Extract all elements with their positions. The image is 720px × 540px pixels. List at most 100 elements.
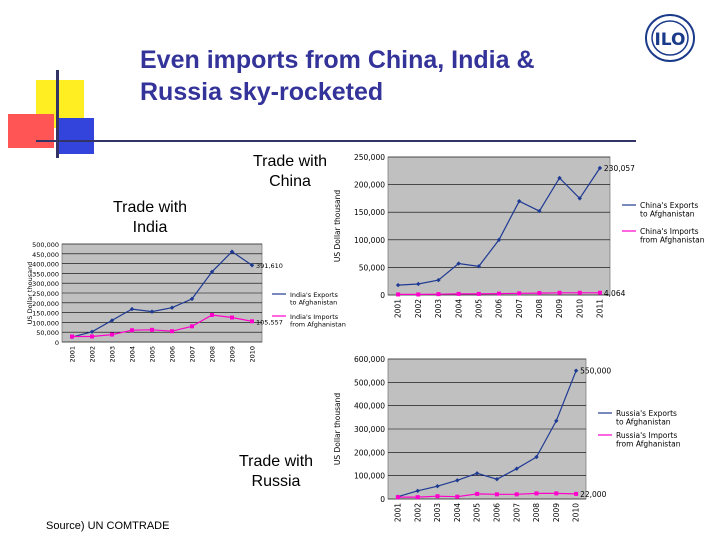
x-tick-label: 2005 [473, 503, 482, 522]
x-tick-label: 2009 [228, 346, 236, 363]
x-tick-label: 2003 [434, 299, 443, 318]
legend-entry: China's Exports to Afghanistan [640, 201, 698, 219]
x-tick-label: 2001 [394, 503, 403, 522]
x-tick-label: 2006 [493, 503, 502, 522]
data-point [169, 305, 175, 310]
data-point [496, 237, 502, 242]
y-tick-label: 50,000 [359, 263, 385, 272]
ilo-logo-text: ILO [654, 30, 685, 50]
y-tick-label: 0 [55, 339, 59, 347]
data-point [436, 277, 441, 283]
data-label: 22,000 [580, 490, 606, 499]
legend-line: to Afghanistan [290, 299, 337, 307]
label-trade-china: Trade with China [252, 153, 328, 190]
data-point [129, 306, 135, 312]
x-tick-label: 2004 [454, 299, 463, 318]
data-point [110, 332, 114, 337]
data-point [435, 483, 440, 489]
data-point [474, 471, 480, 476]
data-point [149, 309, 155, 314]
x-tick-label: 2010 [575, 299, 584, 318]
x-tick-label: 2005 [474, 299, 483, 318]
data-point [249, 263, 255, 268]
deco-square-red [8, 114, 54, 148]
x-tick-label: 2002 [88, 346, 96, 363]
data-label: 391,610 [256, 262, 283, 270]
data-point [597, 290, 602, 295]
y-tick-label: 300,000 [354, 425, 385, 434]
series-line [397, 492, 577, 498]
y-tick-label: 200,000 [354, 181, 385, 190]
legend-entry: Russia's Imports from Afghanistan [616, 431, 681, 449]
data-point [455, 494, 460, 499]
y-axis-label: US Dollar thousand [333, 393, 342, 466]
x-tick-label: 2008 [535, 299, 544, 318]
data-point [435, 494, 440, 499]
data-point [456, 261, 461, 266]
x-tick-label: 2003 [433, 503, 442, 522]
legend-line: India's Imports [290, 313, 339, 321]
x-tick-label: 2007 [188, 346, 196, 363]
data-point [436, 292, 441, 297]
data-point [209, 269, 215, 275]
data-point [456, 291, 461, 296]
y-axis-label: US Dollar thousand [26, 262, 34, 325]
legend-entry: China's Imports from Afghanistan [640, 227, 705, 245]
data-point [534, 454, 539, 460]
x-tick-label: 2009 [552, 503, 561, 522]
x-tick-label: 2001 [394, 299, 403, 318]
data-point [476, 291, 481, 296]
deco-square-blue [58, 118, 94, 154]
x-tick-label: 2007 [512, 503, 521, 522]
chart-china: 0 50,000 100,000 150,000 200,000 250,000 2001 2… [333, 153, 705, 318]
series-line [71, 250, 253, 338]
legend-entry: India's Imports from Afghanistan [290, 313, 346, 329]
data-point [170, 329, 174, 334]
data-point [517, 291, 522, 296]
y-tick-label: 50,000 [36, 329, 59, 337]
data-point [577, 196, 582, 201]
legend-line: China's Imports [640, 227, 699, 236]
data-point [476, 264, 482, 269]
x-tick-label: 2006 [168, 346, 176, 363]
y-tick-label: 0 [380, 291, 385, 300]
x-tick-label: 2005 [148, 346, 156, 363]
y-tick-label: 200,000 [32, 300, 59, 308]
ilo-logo: ILO [645, 14, 695, 62]
legend-line: from Afghanistan [640, 236, 705, 245]
y-tick-label: 450,000 [32, 251, 59, 259]
data-point [190, 324, 194, 329]
data-point [494, 476, 500, 482]
legend-line: to Afghanistan [640, 210, 695, 219]
y-tick-label: 100,000 [354, 472, 385, 481]
x-tick-label: 2003 [108, 346, 116, 363]
label-trade-russia: Trade with Russia [238, 453, 314, 490]
data-point [109, 318, 115, 323]
y-tick-label: 400,000 [354, 402, 385, 411]
y-tick-label: 500,000 [354, 378, 385, 387]
y-tick-label: 200,000 [354, 448, 385, 457]
x-tick-label: 2004 [128, 346, 136, 363]
legend-entry: Russia's Exports to Afghanistan [616, 409, 677, 427]
data-point [416, 292, 421, 297]
data-point [415, 488, 420, 494]
page-title: Even imports from China, India & Russia … [140, 46, 535, 106]
x-tick-label: 2006 [495, 299, 504, 318]
legend-line: India's Exports [290, 291, 338, 299]
x-tick-label: 2002 [413, 503, 422, 522]
y-tick-label: 100,000 [354, 236, 385, 245]
data-label: 230,057 [604, 164, 635, 173]
x-tick-label: 2011 [596, 299, 605, 318]
deco-vertical-line [56, 70, 59, 158]
data-point [577, 290, 582, 295]
legend-line: from Afghanistan [616, 440, 681, 449]
series-line [397, 370, 577, 498]
data-point [89, 329, 95, 335]
y-tick-label: 0 [380, 495, 385, 504]
data-point [574, 491, 579, 496]
y-tick-label: 100,000 [32, 319, 59, 327]
data-point [90, 334, 94, 339]
y-tick-label: 600,000 [354, 355, 385, 364]
data-point [475, 491, 480, 496]
